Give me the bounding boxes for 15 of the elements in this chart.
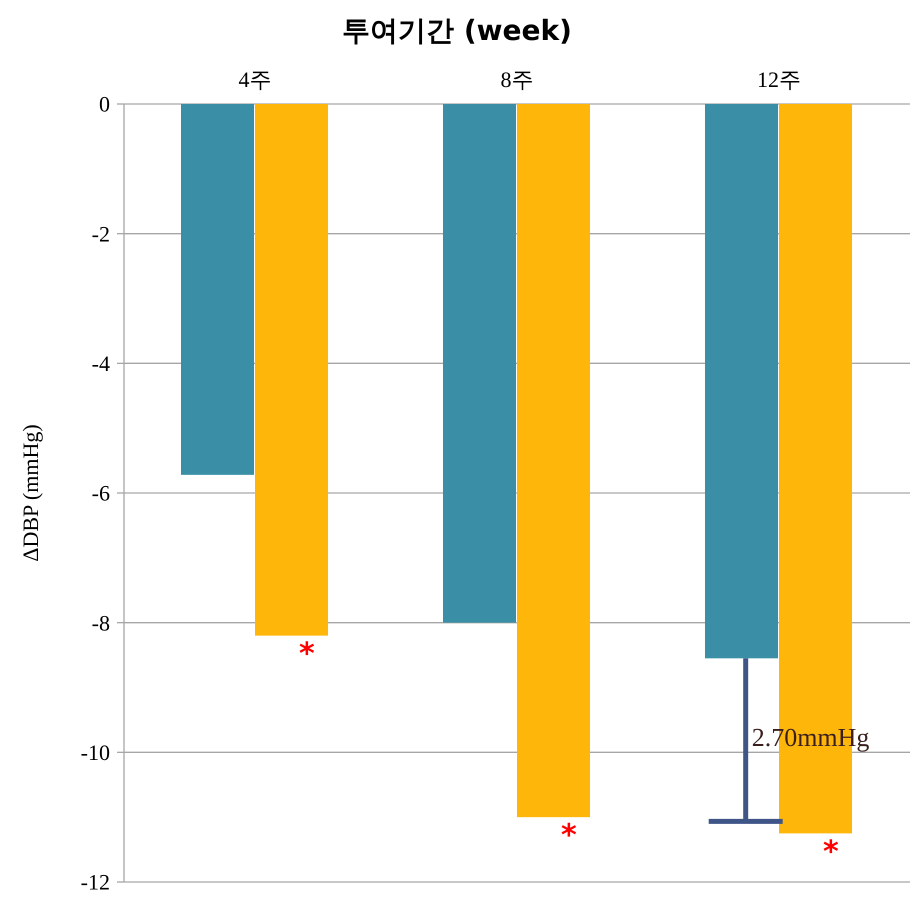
annotation: *: [298, 636, 315, 672]
y-tick-label: -6: [92, 480, 110, 506]
x-tick-label: 8주: [500, 67, 534, 92]
y-tick-label: 0: [99, 92, 110, 117]
chart-title: 투여기간 (week): [342, 14, 572, 47]
y-tick-label: -4: [92, 351, 110, 376]
x-tick-label: 12주: [757, 67, 801, 92]
y-tick-label: -12: [80, 870, 110, 895]
y-tick-label: -2: [92, 221, 110, 246]
y-tick-label: -8: [92, 610, 110, 636]
y-axis-title: ΔDBP (mmHg): [18, 424, 43, 562]
annotation: *: [822, 834, 839, 870]
y-tick-label: -10: [80, 740, 110, 766]
x-tick-label: 4주: [238, 67, 272, 92]
annotation: *: [560, 818, 577, 854]
